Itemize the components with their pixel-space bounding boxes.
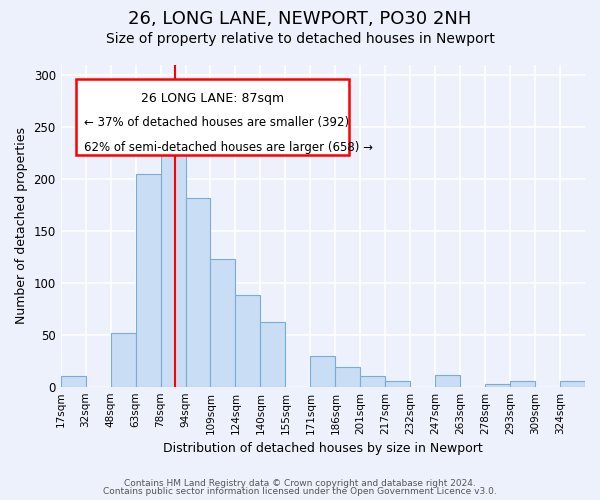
Bar: [360, 376, 385, 386]
Bar: [211, 259, 235, 386]
Bar: [61, 376, 86, 386]
Y-axis label: Number of detached properties: Number of detached properties: [15, 128, 28, 324]
Bar: [110, 332, 136, 386]
Bar: [560, 382, 585, 386]
Bar: [510, 382, 535, 386]
Text: 62% of semi-detached houses are larger (658) →: 62% of semi-detached houses are larger (…: [84, 140, 373, 153]
Bar: [435, 376, 460, 386]
Bar: [235, 296, 260, 386]
Bar: [185, 198, 211, 386]
Text: 26, LONG LANE, NEWPORT, PO30 2NH: 26, LONG LANE, NEWPORT, PO30 2NH: [128, 10, 472, 28]
Bar: [136, 174, 161, 386]
X-axis label: Distribution of detached houses by size in Newport: Distribution of detached houses by size …: [163, 442, 483, 455]
Text: ← 37% of detached houses are smaller (392): ← 37% of detached houses are smaller (39…: [84, 116, 349, 130]
Bar: [485, 384, 510, 386]
Bar: [335, 367, 360, 386]
Text: Contains public sector information licensed under the Open Government Licence v3: Contains public sector information licen…: [103, 487, 497, 496]
FancyBboxPatch shape: [76, 80, 349, 155]
Text: Size of property relative to detached houses in Newport: Size of property relative to detached ho…: [106, 32, 494, 46]
Text: 26 LONG LANE: 87sqm: 26 LONG LANE: 87sqm: [141, 92, 284, 106]
Bar: [260, 322, 286, 386]
Bar: [310, 356, 335, 386]
Bar: [161, 138, 185, 386]
Text: Contains HM Land Registry data © Crown copyright and database right 2024.: Contains HM Land Registry data © Crown c…: [124, 478, 476, 488]
Bar: [385, 382, 410, 386]
